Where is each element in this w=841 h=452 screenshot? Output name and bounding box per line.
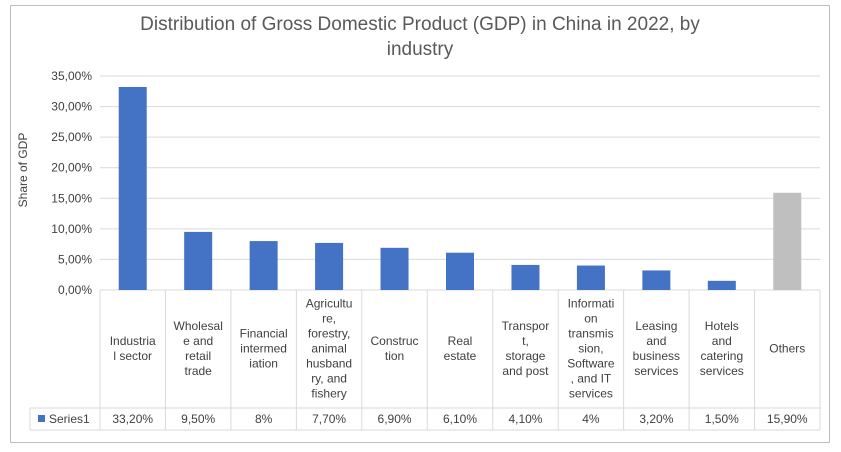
category-label: Real estate bbox=[444, 334, 477, 363]
category-label: Others bbox=[769, 342, 805, 356]
bar bbox=[773, 192, 802, 290]
value-label: 9,50% bbox=[181, 412, 215, 426]
category-label: Transpor t, storage and post bbox=[502, 319, 550, 378]
y-tick-label: 30,00% bbox=[51, 100, 92, 114]
category-label: Construc tion bbox=[371, 334, 419, 363]
bar bbox=[249, 241, 278, 290]
value-label: 8% bbox=[255, 412, 273, 426]
value-label: 1,50% bbox=[705, 412, 739, 426]
value-label: 4,10% bbox=[508, 412, 542, 426]
bar bbox=[184, 231, 213, 290]
y-tick-label: 10,00% bbox=[51, 222, 92, 236]
y-tick-label: 0,00% bbox=[58, 283, 92, 297]
bar bbox=[576, 265, 605, 290]
category-label: Agricultu re, forestry, animal husband ry, an… bbox=[306, 297, 353, 401]
value-label: 15,90% bbox=[767, 412, 808, 426]
chart-title-line-2: industry bbox=[386, 39, 454, 60]
category-label: Wholesal e and retail trade bbox=[174, 319, 223, 378]
category-label: Informati on transmis sion, Software, and IT… bbox=[567, 297, 615, 401]
value-label: 7,70% bbox=[312, 412, 346, 426]
bar bbox=[511, 264, 540, 290]
category-label: Hotels and catering services bbox=[700, 319, 744, 378]
legend-label: Series1 bbox=[49, 412, 90, 426]
value-label: 3,20% bbox=[639, 412, 673, 426]
chart-title-line-1: Distribution of Gross Domestic Product (… bbox=[140, 14, 700, 35]
bar bbox=[118, 87, 147, 291]
legend-swatch bbox=[38, 415, 45, 422]
bar bbox=[446, 252, 474, 290]
value-label: 33,20% bbox=[112, 412, 153, 426]
y-tick-label: 20,00% bbox=[51, 161, 92, 175]
value-label: 6,10% bbox=[443, 412, 477, 426]
y-tick-label: 15,00% bbox=[51, 191, 92, 205]
y-tick-label: 25,00% bbox=[51, 130, 92, 144]
category-label: Industria l sector bbox=[110, 334, 156, 363]
bar bbox=[642, 270, 671, 290]
bar bbox=[707, 280, 736, 290]
category-label: Financial intermed iation bbox=[240, 327, 288, 371]
chart-title: Distribution of Gross Domestic Product (… bbox=[10, 12, 830, 62]
bar bbox=[315, 242, 344, 290]
y-tick-label: 5,00% bbox=[58, 252, 92, 266]
y-tick-label: 35,00% bbox=[51, 69, 92, 83]
bar bbox=[380, 247, 409, 290]
category-label: Leasing and business services bbox=[633, 319, 680, 378]
value-label: 6,90% bbox=[378, 412, 412, 426]
value-label: 4% bbox=[582, 412, 600, 426]
